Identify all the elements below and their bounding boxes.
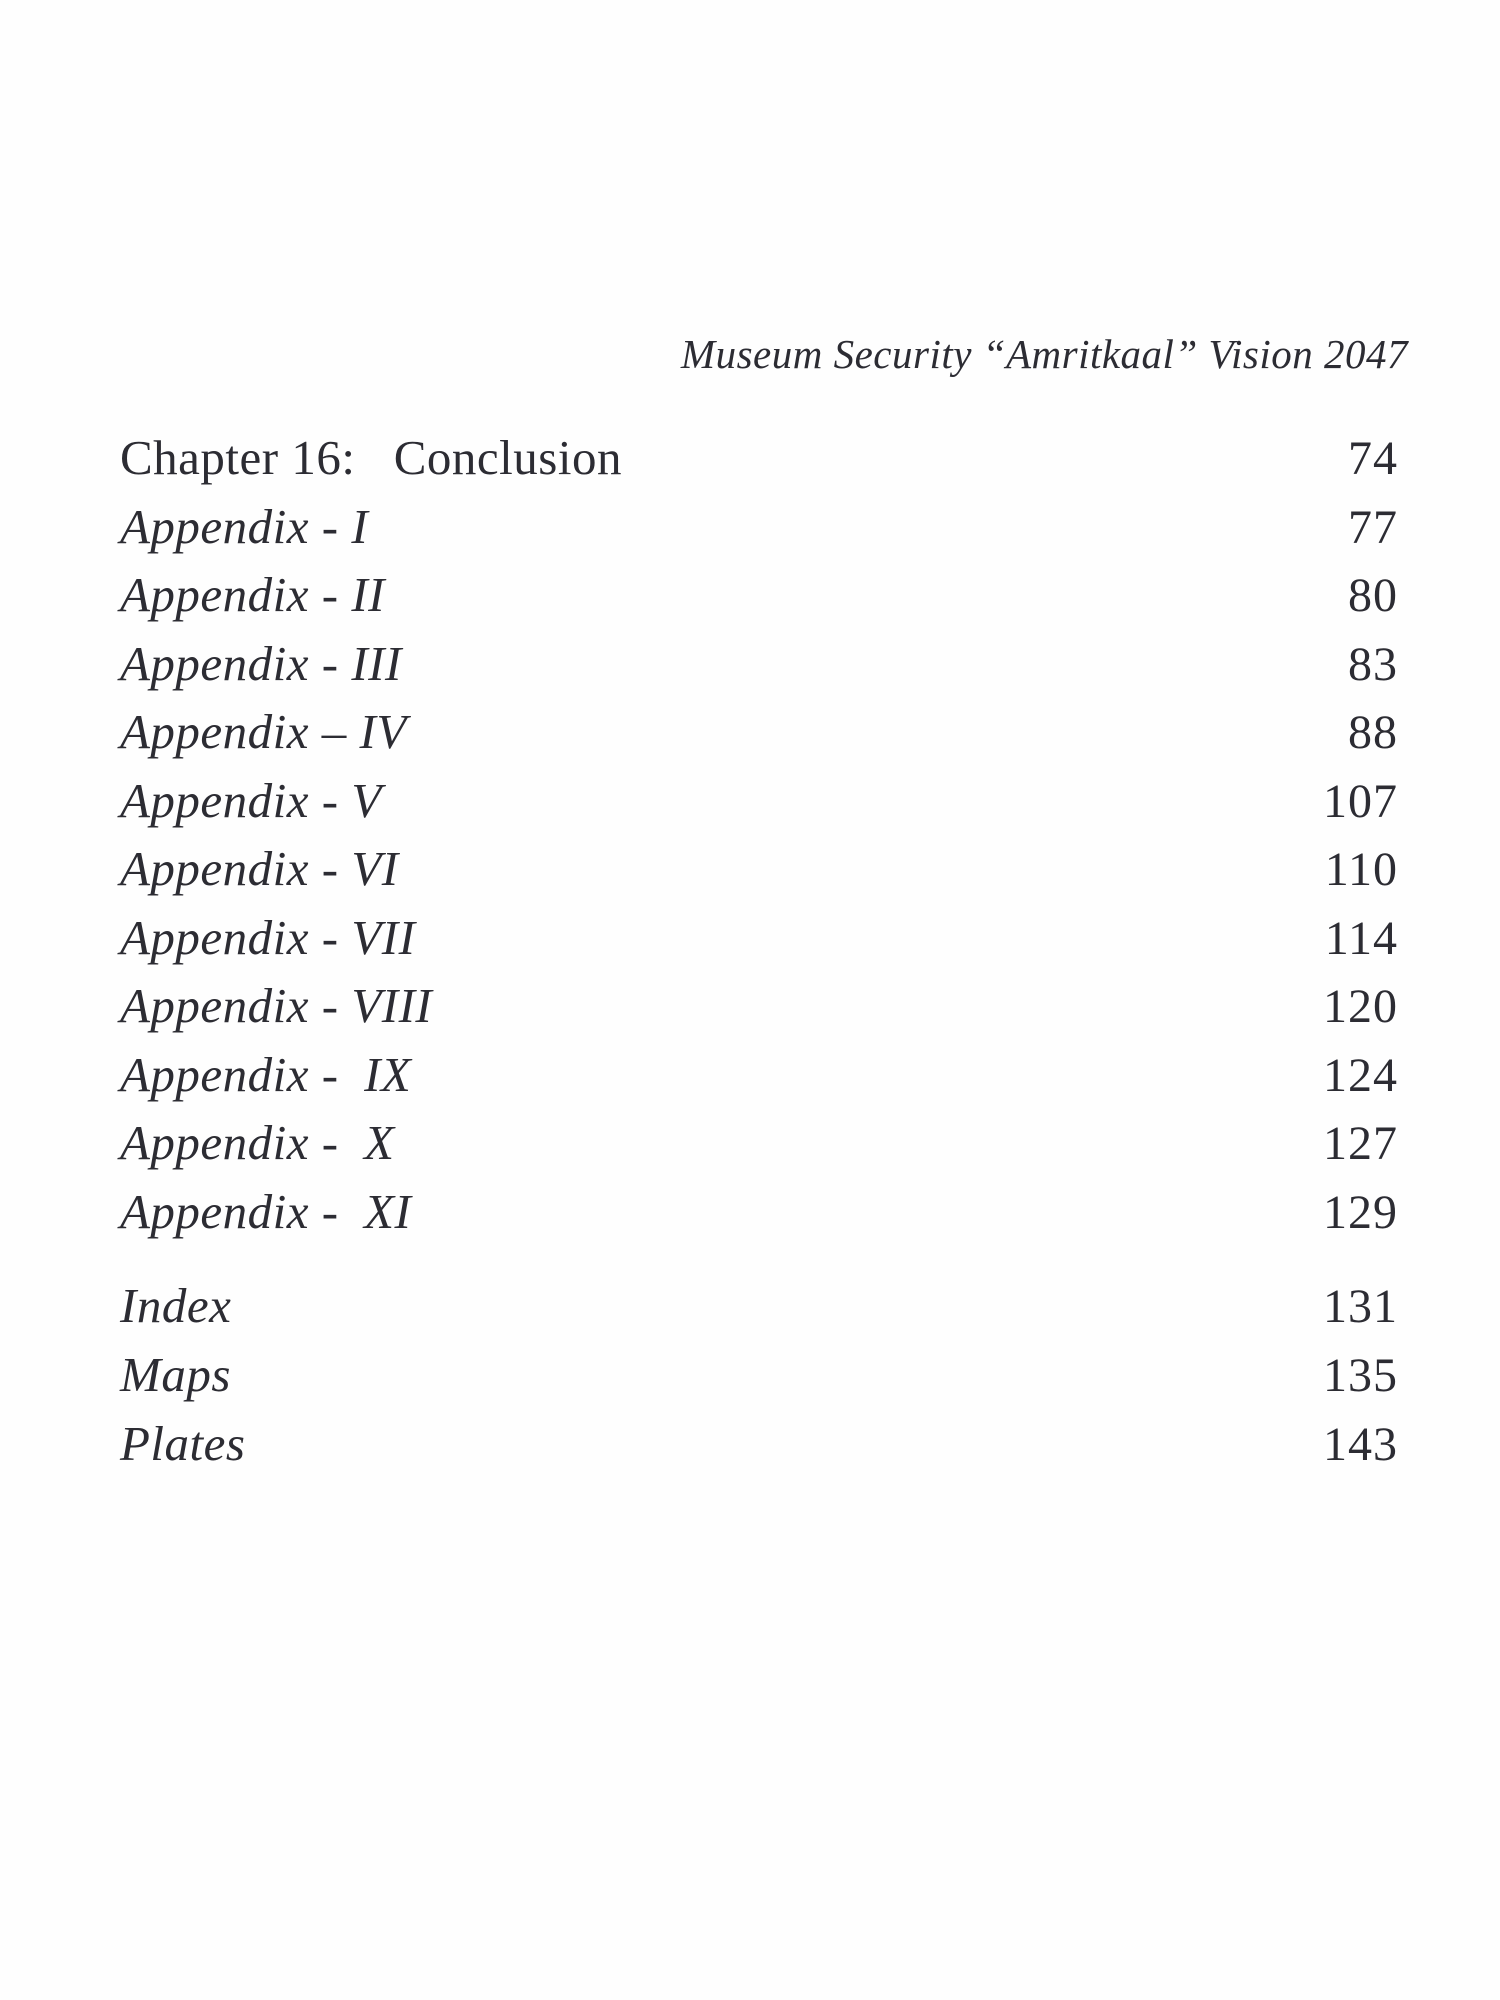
- toc-entry-label: Index: [120, 1278, 232, 1333]
- toc-entry-plates: Plates 143: [120, 1410, 1398, 1479]
- toc-entry-appendix-3: Appendix - III 83: [120, 630, 1398, 699]
- toc-entry-label: Appendix - VI: [120, 841, 399, 896]
- toc-entry-maps: Maps 135: [120, 1341, 1398, 1410]
- toc-entry-appendix-11: Appendix - XI 129: [120, 1178, 1398, 1247]
- toc-entry-label: Appendix - X: [120, 1115, 395, 1170]
- toc-entry-page-number: 124: [1323, 1048, 1398, 1102]
- toc-entry-appendix-2: Appendix - II 80: [120, 561, 1398, 630]
- toc-entry-page-number: 129: [1323, 1185, 1398, 1239]
- toc-entry-appendix-5: Appendix - V 107: [120, 767, 1398, 836]
- toc-entry-appendix-6: Appendix - VI 110: [120, 835, 1398, 904]
- toc-entry-page-number: 114: [1324, 911, 1398, 965]
- toc-entry-label: Maps: [120, 1347, 231, 1402]
- toc-entry-chapter-16: Chapter 16: Conclusion 74: [120, 424, 1398, 493]
- toc-entry-page-number: 83: [1348, 637, 1398, 691]
- toc-entry-page-number: 80: [1348, 569, 1398, 622]
- toc-entry-label: Appendix - VIII: [120, 978, 433, 1033]
- toc-entry-appendix-4: Appendix – IV 88: [120, 698, 1398, 767]
- toc-entry-page-number: 88: [1348, 706, 1398, 759]
- toc-entry-label: Appendix - V: [120, 772, 382, 828]
- toc-entry-index: Index 131: [120, 1272, 1398, 1341]
- toc-entry-label: Appendix - I: [120, 498, 369, 554]
- toc-entry-label: Plates: [120, 1416, 246, 1471]
- toc-entry-label: Chapter 16: Conclusion: [120, 430, 622, 485]
- toc-entry-appendix-10: Appendix - X 127: [120, 1109, 1398, 1178]
- toc-entry-label: Appendix - XI: [120, 1183, 412, 1239]
- toc-entry-label: Appendix - III: [120, 635, 402, 691]
- toc-entry-page-number: 77: [1348, 500, 1398, 554]
- toc-entry-appendix-1: Appendix - I 77: [120, 493, 1398, 562]
- toc-entry-appendix-9: Appendix - IX 124: [120, 1041, 1398, 1110]
- toc-entry-page-number: 143: [1323, 1418, 1398, 1471]
- toc-entry-label: Appendix - VII: [120, 909, 416, 965]
- toc-entry-page-number: 74: [1348, 432, 1398, 485]
- toc-entry-page-number: 107: [1323, 774, 1398, 828]
- toc-entry-label: Appendix - IX: [120, 1046, 412, 1102]
- toc-entry-page-number: 110: [1324, 843, 1398, 896]
- toc-main-section: Chapter 16: Conclusion 74 Appendix - I 7…: [120, 424, 1398, 1246]
- toc-entry-appendix-7: Appendix - VII 114: [120, 904, 1398, 973]
- running-header: Museum Security “Amritkaal” Vision 2047: [680, 331, 1408, 377]
- toc-entry-page-number: 131: [1323, 1280, 1398, 1333]
- toc-entry-page-number: 127: [1323, 1117, 1398, 1170]
- toc-back-matter-section: Index 131 Maps 135 Plates 143: [120, 1272, 1398, 1479]
- toc-entry-page-number: 120: [1323, 980, 1398, 1033]
- toc-entry-label: Appendix – IV: [120, 704, 407, 759]
- toc-entry-page-number: 135: [1323, 1349, 1398, 1402]
- toc-entry-appendix-8: Appendix - VIII 120: [120, 972, 1398, 1041]
- toc-entry-label: Appendix - II: [120, 567, 385, 622]
